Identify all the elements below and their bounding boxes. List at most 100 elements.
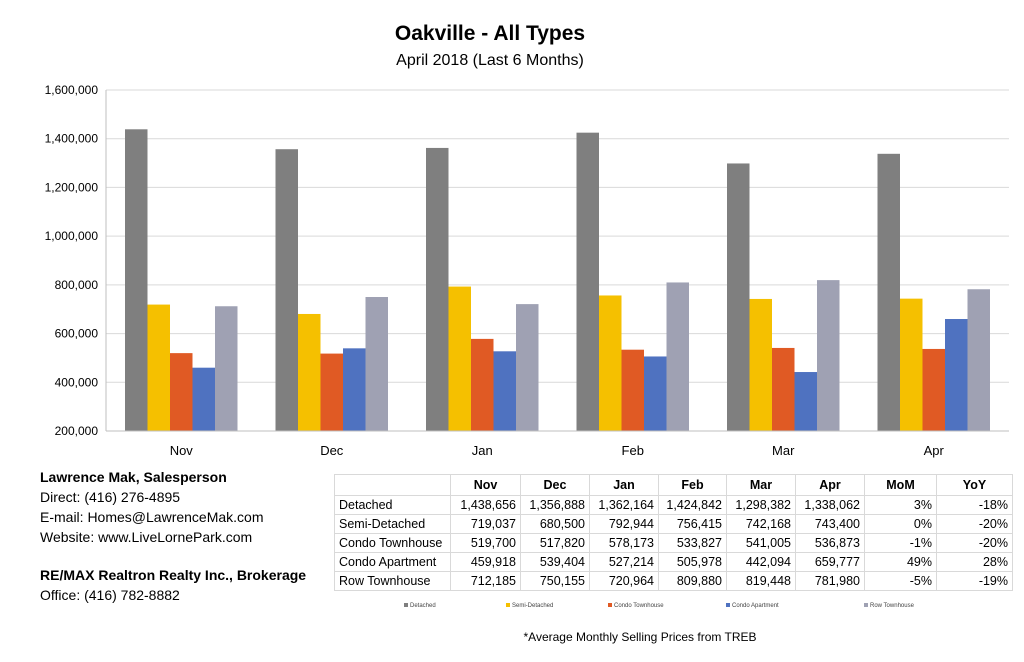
bar-semi-detached-dec xyxy=(298,313,321,431)
x-tick-label: Feb xyxy=(622,443,644,458)
chart-subtitle: April 2018 (Last 6 Months) xyxy=(396,52,584,69)
table-cell: 505,978 xyxy=(658,552,727,572)
table-header-cell: Dec xyxy=(520,474,590,496)
agent-name: Lawrence Mak, Salesperson xyxy=(40,469,227,485)
table-cell: 743,400 xyxy=(795,514,865,534)
x-tick-label: Apr xyxy=(924,443,945,458)
agent-email[interactable]: E-mail: Homes@LawrenceMak.com xyxy=(40,509,264,525)
table-cell: -20% xyxy=(936,514,1013,534)
table-cell: 539,404 xyxy=(520,552,590,572)
row-label: Condo Townhouse xyxy=(334,533,451,553)
grid-lines xyxy=(106,89,1009,432)
office-phone: Office: (416) 782-8882 xyxy=(40,587,180,603)
y-tick-label: 1,600,000 xyxy=(45,83,99,97)
row-label: Row Townhouse xyxy=(334,571,451,591)
bar-semi-detached-nov xyxy=(147,304,170,431)
legend-item: Condo Townhouse xyxy=(608,600,664,612)
bar-condo-townhouse-apr xyxy=(922,348,945,431)
bar-condo-townhouse-mar xyxy=(772,347,795,431)
legend-swatch xyxy=(726,603,730,608)
bar-chart: 200,000 400,000 600,000 800,000 1,000,000 1,2… xyxy=(45,83,1009,458)
table-cell: 756,415 xyxy=(658,514,727,534)
table-row: Condo Apartment 459,918 539,404 527,214 505,… xyxy=(334,552,1013,572)
legend-label: Row Townhouse xyxy=(870,603,914,609)
legend-item: Condo Apartment xyxy=(726,600,779,612)
bar-detached-feb xyxy=(576,132,599,431)
table-cell: 578,173 xyxy=(589,533,659,553)
bar-semi-detached-jan xyxy=(448,286,471,431)
bar-condo-apartment-mar xyxy=(794,372,817,431)
table-cell: 712,185 xyxy=(450,571,521,591)
table-header-row: Nov Dec Jan Feb Mar Apr MoM YoY xyxy=(334,474,1013,496)
agent-website[interactable]: Website: www.LiveLornePark.com xyxy=(40,529,253,545)
legend-item: Semi-Detached xyxy=(506,600,553,612)
bar-condo-townhouse-jan xyxy=(471,338,494,431)
brokerage-name: RE/MAX Realtron Realty Inc., Brokerage xyxy=(40,567,307,583)
table-cell: 819,448 xyxy=(726,571,796,591)
agent-direct-phone: Direct: (416) 276-4895 xyxy=(40,489,181,505)
legend-label: Condo Townhouse xyxy=(614,603,664,609)
bar-detached-jan xyxy=(426,147,449,431)
table-cell: 49% xyxy=(864,552,937,572)
table-cell: 541,005 xyxy=(726,533,796,553)
legend-swatch xyxy=(404,603,408,608)
bar-semi-detached-apr xyxy=(900,298,923,431)
table-row: Condo Townhouse 519,700 517,820 578,173 533,… xyxy=(334,533,1013,553)
bar-row-townhouse-feb xyxy=(666,282,689,431)
table-cell: 750,155 xyxy=(520,571,590,591)
table-cell: -5% xyxy=(864,571,937,591)
table-cell: -20% xyxy=(936,533,1013,553)
bar-detached-dec xyxy=(275,149,298,431)
table-cell: 720,964 xyxy=(589,571,659,591)
y-tick-label: 200,000 xyxy=(55,424,99,438)
x-tick-label: Mar xyxy=(772,443,795,458)
bar-detached-apr xyxy=(877,153,900,432)
bar-semi-detached-mar xyxy=(749,298,772,431)
table-cell: 28% xyxy=(936,552,1013,572)
y-tick-label: 1,000,000 xyxy=(45,229,99,243)
y-tick-label: 600,000 xyxy=(55,327,99,341)
row-label: Condo Apartment xyxy=(334,552,451,572)
legend-swatch xyxy=(608,603,612,608)
table-cell: 742,168 xyxy=(726,514,796,534)
x-tick-label: Nov xyxy=(170,443,194,458)
agent-contact: Lawrence Mak, Salesperson Direct: (416) … xyxy=(40,467,264,547)
table-cell: 533,827 xyxy=(658,533,727,553)
table-cell: 519,700 xyxy=(450,533,521,553)
legend-swatch xyxy=(506,603,510,608)
chart-legend: Detached Semi-Detached Condo Townhouse Cond… xyxy=(334,600,1012,612)
table-cell: 1,356,888 xyxy=(520,495,590,515)
footnote: *Average Monthly Selling Prices from TRE… xyxy=(523,630,757,644)
bars xyxy=(125,129,990,432)
legend-label: Detached xyxy=(410,603,436,609)
table-row: Semi-Detached 719,037 680,500 792,944 756,41… xyxy=(334,514,1013,534)
brokerage-info: RE/MAX Realtron Realty Inc., Brokerage O… xyxy=(40,565,306,605)
row-label: Detached xyxy=(334,495,451,515)
x-tick-label: Jan xyxy=(472,443,493,458)
bar-row-townhouse-mar xyxy=(817,280,840,431)
table-header-cell: Feb xyxy=(658,474,727,496)
axes: 200,000 400,000 600,000 800,000 1,000,000 1,2… xyxy=(45,83,1009,458)
table-cell: 536,873 xyxy=(795,533,865,553)
table-header-cell xyxy=(334,474,451,496)
row-label: Semi-Detached xyxy=(334,514,451,534)
bar-condo-townhouse-feb xyxy=(621,349,644,431)
table-cell: 781,980 xyxy=(795,571,865,591)
bar-condo-townhouse-nov xyxy=(170,353,193,431)
bar-detached-nov xyxy=(125,129,148,432)
table-cell: 1,438,656 xyxy=(450,495,521,515)
y-tick-label: 400,000 xyxy=(55,375,99,389)
table-cell: 809,880 xyxy=(658,571,727,591)
bar-row-townhouse-dec xyxy=(365,296,388,431)
table-cell: -19% xyxy=(936,571,1013,591)
data-table: Nov Dec Jan Feb Mar Apr MoM YoY Detached 1,438,6… xyxy=(334,474,1013,591)
bar-condo-apartment-feb xyxy=(644,356,667,431)
bar-detached-mar xyxy=(727,163,750,432)
table-cell: 1,298,382 xyxy=(726,495,796,515)
chart-title: Oakville - All Types xyxy=(394,22,586,45)
table-header-cell: YoY xyxy=(936,474,1013,496)
table-header-cell: Apr xyxy=(795,474,865,496)
table-cell: 1,424,842 xyxy=(658,495,727,515)
bar-row-townhouse-jan xyxy=(516,304,539,431)
legend-label: Semi-Detached xyxy=(512,603,554,609)
